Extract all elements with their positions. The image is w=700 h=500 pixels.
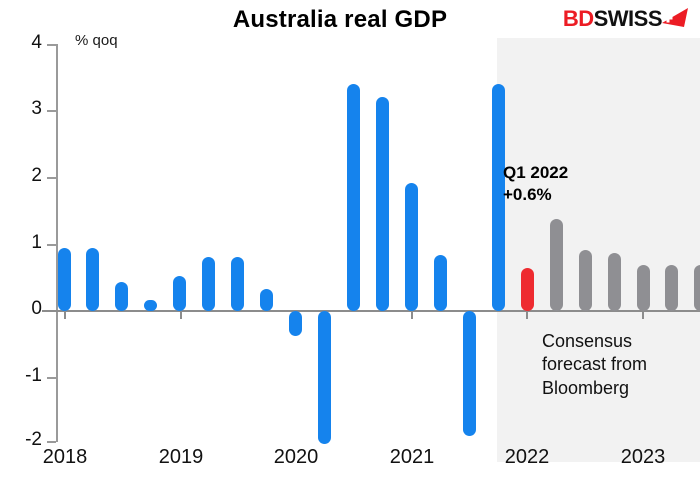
bar-q2-2019 [202,256,216,311]
y-axis-line [56,44,58,442]
chart-title: Australia real GDP [0,6,700,34]
y-tick-3 [47,110,56,112]
y-tick-label-neg1: -1 [25,365,42,386]
x-tick-label-2019: 2019 [158,446,204,468]
y-tick-neg1 [47,377,56,379]
bar-q3-2023 [694,264,700,311]
bar-q1-2018 [57,247,71,311]
annotation-consensus-note: Consensus forecast from Bloomberg [542,331,648,398]
y-tick-2 [47,177,56,179]
chart-title-text: Australia real GDP [232,6,448,33]
y-tick-label-0: 0 [31,298,42,319]
x-tick-2021 [411,310,413,319]
y-tick-label-2: 2 [31,165,42,186]
bar-q4-2019 [260,289,274,311]
bar-q4-2020 [375,97,389,311]
bar-q3-2020 [347,83,360,311]
x-tick-label-2022: 2022 [504,446,550,468]
bar-q1-2023 [636,264,650,311]
y-tick-label-neg2: -2 [25,429,42,450]
y-tick-label-4: 4 [31,32,42,53]
y-tick-label-3: 3 [31,98,42,119]
bar-q4-2018 [144,299,158,311]
bar-q2-2023 [665,264,679,311]
x-axis-zero-line [42,310,700,312]
bar-q3-2018 [115,282,129,311]
bar-q2-2020 [318,311,332,444]
x-tick-2019 [180,310,182,319]
bar-q4-2022 [607,252,621,311]
x-tick-2022 [526,310,528,319]
bar-q1-2021 [404,182,418,311]
x-tick-label-2021: 2021 [389,446,435,468]
x-tick-label-2020: 2020 [273,446,319,468]
red-arrow-icon [662,8,692,30]
bar-q3-2022 [578,249,592,311]
bar-q1-2020 [289,311,303,337]
x-tick-label-2018: 2018 [42,446,88,468]
y-tick-label-1: 1 [31,232,42,253]
bar-q2-2021 [433,254,447,311]
annotation-q1-2022: Q1 2022 +0.6% [503,163,569,204]
brand-logo: BD SWISS [563,8,692,30]
bar-q3-2019 [231,256,245,311]
forecast-shaded-region [497,38,700,462]
x-tick-2023 [642,310,644,319]
y-tick-1 [47,244,56,246]
x-tick-label-2023: 2023 [620,446,666,468]
bar-q1-2019 [173,275,187,311]
logo-text-bd: BD [562,6,594,31]
y-tick-4 [47,44,56,46]
bar-q2-2018 [86,247,100,311]
y-axis-unit-label: % qoq [75,32,118,49]
bar-q1-2022 [520,267,534,311]
bar-q2-2022 [549,219,563,311]
x-tick-2018 [64,310,66,319]
y-tick-neg2 [47,441,56,443]
logo-text-swiss: SWISS [593,6,663,31]
bar-q3-2021 [462,311,476,436]
bar-q4-2021 [491,83,505,311]
